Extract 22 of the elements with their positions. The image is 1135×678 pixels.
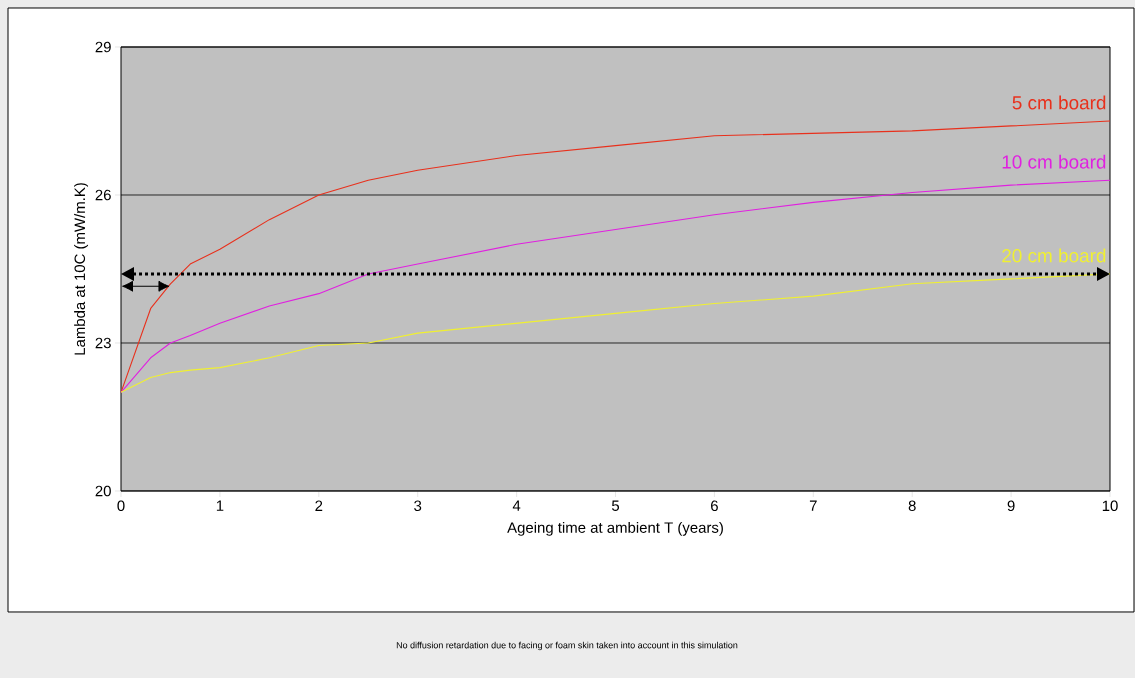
x-tick-label: 1 (216, 500, 224, 511)
x-tick-label: 2 (315, 500, 323, 511)
text: No diffusion retardation due to facing or foam skin taken into account in this simulation (396, 641, 738, 651)
x-tick-label: 4 (512, 500, 521, 511)
y-tick-label: 26 (95, 189, 111, 201)
series-label: 20 cm board (1002, 248, 1106, 263)
x-tick-label: 0 (117, 500, 125, 512)
series-label: 10 cm board (1002, 154, 1106, 169)
x-tick-label: 10 (1102, 500, 1118, 512)
x-axis-title: Ageing time at ambient T (years) (507, 521, 723, 536)
x-tick-label: 6 (711, 500, 718, 512)
x-tick-label: 7 (809, 500, 817, 511)
x-tick-label: 5 (611, 500, 620, 511)
x-tick-label: 3 (414, 500, 422, 512)
line-series (120, 179, 1111, 393)
x-tick-label: 9 (1007, 500, 1015, 512)
y-tick-label: 29 (95, 41, 111, 53)
y-tick-label: 20 (95, 485, 111, 497)
x-tick-label: 8 (908, 500, 916, 512)
y-tick-label: 23 (95, 337, 111, 349)
y-axis-title: Lambda at 10C (mW/m.K) (74, 183, 89, 355)
series-label: 5 cm board (1012, 95, 1106, 110)
